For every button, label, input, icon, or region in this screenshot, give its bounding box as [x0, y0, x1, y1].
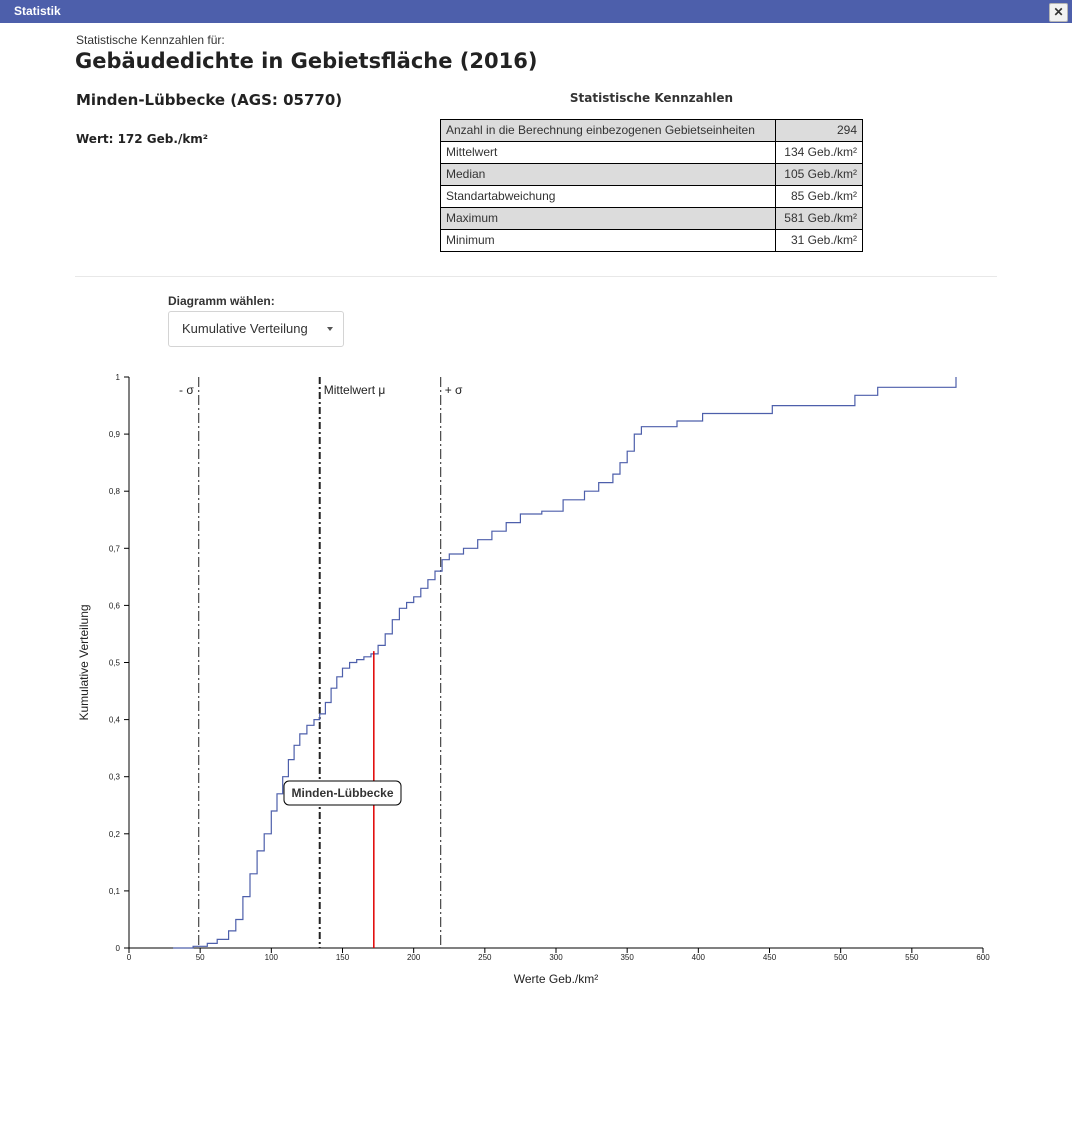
x-tick-label: 100	[265, 953, 279, 962]
region-marker-box	[283, 780, 402, 806]
y-tick-label: 0,6	[109, 601, 121, 610]
stat-value: 31 Geb./km²	[775, 229, 863, 252]
stat-value: 294	[775, 119, 863, 142]
y-tick-label: 1	[116, 373, 121, 382]
stat-value: 105 Geb./km²	[775, 163, 863, 186]
y-tick-label: 0,5	[109, 659, 121, 668]
table-row: Standartabweichung 85 Geb./km²	[440, 185, 863, 208]
diagram-select[interactable]: Kumulative Verteilung	[168, 311, 344, 347]
x-tick-label: 500	[834, 953, 848, 962]
x-tick-label: 0	[127, 953, 132, 962]
x-tick-label: 400	[692, 953, 706, 962]
x-tick-label: 50	[196, 953, 205, 962]
stat-label: Standartabweichung	[440, 185, 776, 208]
y-tick-label: 0,8	[109, 487, 121, 496]
x-tick-label: 450	[763, 953, 777, 962]
page-title: Gebäudedichte in Gebietsfläche (2016)	[75, 49, 538, 73]
y-tick-label: 0,9	[109, 430, 121, 439]
y-tick-label: 0,3	[109, 773, 121, 782]
stats-table: Anzahl in die Berechnung einbezogenen Ge…	[440, 119, 863, 252]
region-name: Minden-Lübbecke (AGS: 05770)	[76, 91, 343, 109]
stat-label: Maximum	[440, 207, 776, 230]
x-tick-label: 200	[407, 953, 421, 962]
x-tick-label: 350	[620, 953, 634, 962]
reference-line-label: - σ	[179, 383, 194, 397]
table-row: Minimum 31 Geb./km²	[440, 229, 863, 252]
section-divider	[75, 276, 997, 277]
x-tick-label: 150	[336, 953, 350, 962]
cumulative-line	[173, 377, 957, 949]
x-tick-label: 300	[549, 953, 563, 962]
page-subtitle: Statistische Kennzahlen für:	[76, 33, 225, 47]
window-title: Statistik	[14, 4, 61, 18]
x-tick-label: 250	[478, 953, 492, 962]
region-value: Wert: 172 Geb./km²	[76, 132, 209, 146]
x-tick-label: 600	[976, 953, 990, 962]
table-row: Median 105 Geb./km²	[440, 163, 863, 186]
y-tick-label: 0,2	[109, 830, 121, 839]
stat-value: 85 Geb./km²	[775, 185, 863, 208]
y-tick-label: 0	[116, 944, 121, 953]
title-bar: Statistik ✕	[0, 0, 1072, 23]
y-axis-label: Kumulative Verteilung	[77, 604, 91, 720]
stat-label: Mittelwert	[440, 141, 776, 164]
region-marker-label: Minden-Lübbecke	[291, 786, 393, 800]
table-row: Mittelwert 134 Geb./km²	[440, 141, 863, 164]
diagram-select-value: Kumulative Verteilung	[182, 321, 308, 336]
stat-value: 581 Geb./km²	[775, 207, 863, 230]
table-row: Anzahl in die Berechnung einbezogenen Ge…	[440, 119, 863, 142]
diagram-select-label: Diagramm wählen:	[168, 294, 275, 308]
stats-heading: Statistische Kennzahlen	[569, 91, 734, 105]
close-button[interactable]: ✕	[1049, 3, 1068, 22]
x-axis-label: Werte Geb./km²	[514, 972, 598, 986]
stat-value: 134 Geb./km²	[775, 141, 863, 164]
y-tick-label: 0,7	[109, 544, 121, 553]
y-tick-label: 0,1	[109, 887, 121, 896]
stat-label: Minimum	[440, 229, 776, 252]
reference-line-label: Mittelwert μ	[324, 383, 386, 397]
caret-down-icon	[327, 327, 333, 331]
reference-line-label: + σ	[445, 383, 463, 397]
x-tick-label: 550	[905, 953, 919, 962]
cumulative-distribution-chart: 0 50 100 150 200 250 300 350 400 450 500 550 600 0 0,1…	[77, 373, 990, 986]
y-tick-label: 0,4	[109, 716, 121, 725]
table-row: Maximum 581 Geb./km²	[440, 207, 863, 230]
stat-label: Median	[440, 163, 776, 186]
stat-label: Anzahl in die Berechnung einbezogenen Ge…	[440, 119, 776, 142]
